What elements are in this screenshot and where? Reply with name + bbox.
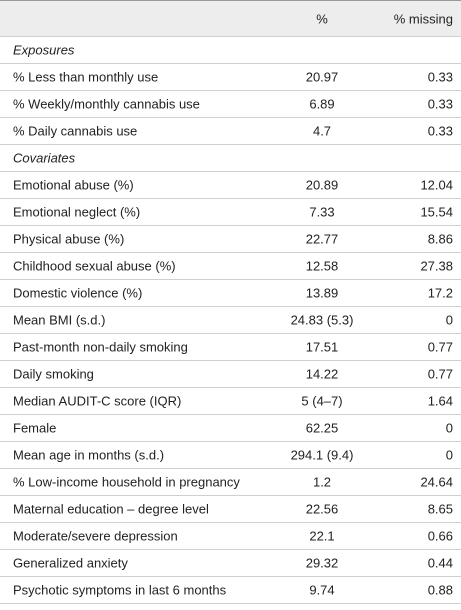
data-row: % Weekly/monthly cannabis use 6.89 0.33: [0, 91, 461, 118]
row-label: Mean age in months (s.d.): [13, 447, 165, 463]
percent-cell: 22.77: [305, 231, 339, 247]
missing-cell: 0: [445, 447, 453, 463]
data-row: Emotional abuse (%) 20.89 12.04: [0, 172, 461, 199]
percent-cell: 7.33: [309, 204, 335, 220]
percent-cell: 20.89: [305, 177, 339, 193]
percent-cell: 24.83 (5.3): [290, 312, 354, 328]
header-row: % % missing: [0, 1, 461, 37]
missing-cell: 0.33: [427, 69, 453, 85]
section-title: Covariates: [13, 150, 76, 166]
row-label: Moderate/severe depression: [13, 528, 178, 544]
data-row: Maternal education – degree level 22.56 8.…: [0, 496, 461, 523]
data-row: Domestic violence (%) 13.89 17.2: [0, 280, 461, 307]
percent-cell: 9.74: [309, 582, 335, 598]
row-label: % Weekly/monthly cannabis use: [13, 96, 200, 112]
data-row: Female 62.25 0: [0, 415, 461, 442]
percent-cell: 4.7: [312, 123, 332, 139]
data-row: % Low-income household in pregnancy 1.2 24…: [0, 469, 461, 496]
missing-cell: 0.77: [427, 339, 453, 355]
percent-cell: 1.2: [312, 474, 332, 490]
percent-cell: 17.51: [305, 339, 339, 355]
data-row: Daily smoking 14.22 0.77: [0, 361, 461, 388]
percent-cell: 20.97: [305, 69, 339, 85]
row-label: % Daily cannabis use: [13, 123, 138, 139]
data-row: Moderate/severe depression 22.1 0.66: [0, 523, 461, 550]
percent-cell: 12.58: [305, 258, 339, 274]
data-row: Generalized anxiety 29.32 0.44: [0, 550, 461, 577]
header-cell: %: [316, 11, 328, 26]
row-label: Past-month non-daily smoking: [13, 339, 188, 355]
percent-cell: 14.22: [305, 366, 339, 382]
missing-cell: 17.2: [427, 285, 453, 301]
data-row: Mean BMI (s.d.) 24.83 (5.3) 0: [0, 307, 461, 334]
row-label: Mean BMI (s.d.): [13, 312, 106, 328]
missing-cell: 15.54: [420, 204, 453, 220]
missing-cell: 8.86: [427, 231, 453, 247]
data-row: Mean age in months (s.d.) 294.1 (9.4) 0: [0, 442, 461, 469]
percent-cell: 6.89: [309, 96, 335, 112]
row-label: Generalized anxiety: [13, 555, 128, 571]
row-label: Emotional neglect (%): [13, 204, 141, 220]
data-row: Past-month non-daily smoking 17.51 0.77: [0, 334, 461, 361]
missing-cell: 0: [445, 420, 453, 436]
data-row: Median AUDIT-C score (IQR) 5 (4–7) 1.64: [0, 388, 461, 415]
percent-cell: 29.32: [305, 555, 339, 571]
row-label: Domestic violence (%): [13, 285, 143, 301]
percent-cell: 5 (4–7): [301, 393, 343, 409]
data-row: Childhood sexual abuse (%) 12.58 27.38: [0, 253, 461, 280]
data-row: % Daily cannabis use 4.7 0.33: [0, 118, 461, 145]
missing-cell: 0.77: [427, 366, 453, 382]
section-row: Exposures: [0, 37, 461, 64]
row-label: Physical abuse (%): [13, 231, 125, 247]
header-cell: % missing: [393, 11, 453, 26]
row-label: Emotional abuse (%): [13, 177, 134, 193]
missing-cell: 1.64: [427, 393, 453, 409]
missing-cell: 27.38: [420, 258, 453, 274]
percent-cell: 22.1: [309, 528, 335, 544]
percent-cell: 13.89: [305, 285, 339, 301]
row-label: Daily smoking: [13, 366, 94, 382]
section-row: Covariates: [0, 145, 461, 172]
missing-cell: 0.44: [427, 555, 453, 571]
data-row: Physical abuse (%) 22.77 8.86: [0, 226, 461, 253]
row-label: Female: [13, 420, 57, 436]
data-row: Emotional neglect (%) 7.33 15.54: [0, 199, 461, 226]
data-row: % Less than monthly use 20.97 0.33: [0, 64, 461, 91]
missing-cell: 24.64: [420, 474, 453, 490]
row-label: % Less than monthly use: [13, 69, 159, 85]
percent-cell: 62.25: [305, 420, 339, 436]
percent-cell: 22.56: [305, 501, 339, 517]
row-label: Maternal education – degree level: [13, 501, 209, 517]
missing-cell: 12.04: [420, 177, 453, 193]
percent-cell: 294.1 (9.4): [290, 447, 354, 463]
missing-cell: 0.88: [427, 582, 453, 598]
missing-cell: 0: [445, 312, 453, 328]
row-label: Median AUDIT-C score (IQR): [13, 393, 182, 409]
row-label: Childhood sexual abuse (%): [13, 258, 176, 274]
missing-cell: 8.65: [427, 501, 453, 517]
row-label: Psychotic symptoms in last 6 months: [13, 582, 227, 598]
missing-cell: 0.33: [427, 96, 453, 112]
missing-cell: 0.33: [427, 123, 453, 139]
row-label: % Low-income household in pregnancy: [13, 474, 240, 490]
section-title: Exposures: [13, 42, 75, 58]
missing-cell: 0.66: [427, 528, 453, 544]
data-row: Psychotic symptoms in last 6 months 9.74 0…: [0, 577, 461, 604]
